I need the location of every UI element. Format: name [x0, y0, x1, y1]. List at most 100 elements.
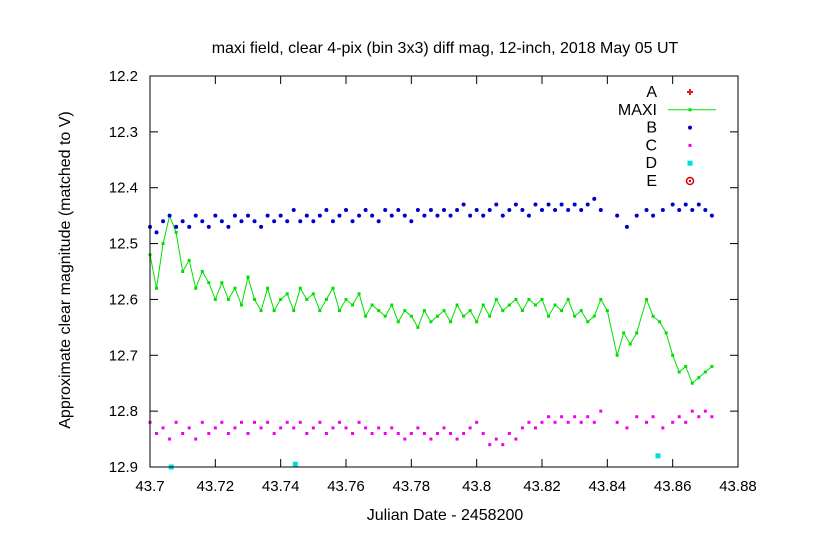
- series-b-point: [598, 208, 603, 213]
- series-c-point: [455, 437, 459, 441]
- y-tick-label: 12.2: [109, 68, 138, 85]
- legend-entry-b: B: [646, 120, 692, 137]
- legend-marker: [688, 125, 692, 130]
- series-b-point: [513, 202, 518, 207]
- series-b-point: [154, 230, 159, 235]
- legend-marker: [687, 160, 693, 166]
- series-c-point: [579, 420, 583, 424]
- series-maxi-point: [507, 303, 511, 307]
- series-c-point: [703, 409, 707, 413]
- series-c-point: [233, 426, 237, 430]
- series-d-point: [292, 461, 298, 467]
- x-tick-label: 43.86: [654, 478, 692, 495]
- series-maxi-point: [207, 281, 211, 285]
- series-b-point: [304, 213, 309, 218]
- legend-label: MAXI: [618, 102, 657, 119]
- series-maxi-point: [253, 297, 257, 301]
- series-c-point: [651, 415, 655, 419]
- series-b-point: [634, 213, 639, 218]
- series-b-point: [219, 219, 224, 224]
- series-b-point: [579, 208, 584, 213]
- series-b-point: [180, 219, 185, 224]
- series-b-point: [585, 202, 590, 207]
- series-c-point: [697, 415, 701, 419]
- series-maxi-point: [292, 309, 296, 313]
- series-b-point: [494, 202, 499, 207]
- series-b-point: [651, 213, 656, 218]
- legend-label: A: [646, 84, 657, 101]
- series-maxi-point: [351, 303, 355, 307]
- series-maxi-point: [501, 309, 505, 313]
- series-maxi-point: [305, 297, 309, 301]
- series-b-point: [696, 202, 701, 207]
- series-c-point: [266, 420, 270, 424]
- series-maxi-point: [547, 314, 551, 318]
- legend-label: D: [645, 155, 657, 172]
- series-maxi-point: [259, 309, 263, 313]
- series-maxi-point: [573, 314, 577, 318]
- x-tick-label: 43.7: [135, 478, 164, 495]
- series-maxi-point: [279, 297, 283, 301]
- series-b-point: [350, 219, 355, 224]
- series-b-point: [187, 224, 192, 229]
- series-maxi-point: [174, 230, 178, 234]
- series-maxi-point: [396, 320, 400, 324]
- series-b-point: [422, 213, 427, 218]
- series-c-point: [253, 420, 257, 424]
- series-c-point: [710, 415, 714, 419]
- series-b-point: [526, 213, 531, 218]
- series-c-point: [181, 431, 185, 435]
- series-maxi-point: [481, 303, 485, 307]
- series-maxi-point: [622, 331, 626, 335]
- series-b-point: [409, 219, 414, 224]
- series-maxi-point: [566, 297, 570, 301]
- series-maxi-point: [226, 297, 230, 301]
- series-maxi-point: [553, 303, 557, 307]
- series-maxi-point: [645, 297, 649, 301]
- series-c-point: [357, 420, 361, 424]
- series-c-point: [442, 426, 446, 430]
- series-c-point: [272, 431, 276, 435]
- legend-entry-a: A: [646, 84, 693, 101]
- plot-data: [148, 196, 714, 470]
- series-maxi-point: [703, 370, 707, 374]
- series-maxi-point: [677, 370, 681, 374]
- series-maxi-point: [311, 292, 315, 296]
- series-c-point: [324, 431, 328, 435]
- series-b-point: [442, 208, 446, 213]
- series-c-point: [635, 415, 639, 419]
- series-c-point: [279, 426, 283, 430]
- series-maxi-point: [599, 297, 603, 301]
- series-b-point: [402, 213, 407, 218]
- series-c-point: [462, 431, 466, 435]
- legend-entry-d: D: [645, 155, 693, 172]
- series-maxi-line: [149, 213, 713, 385]
- y-tick-label: 12.9: [109, 459, 138, 476]
- series-c-point: [259, 426, 263, 430]
- series-c-point: [540, 420, 544, 424]
- series-b-point: [363, 208, 368, 213]
- series-maxi-point: [409, 314, 413, 318]
- series-maxi-point: [422, 309, 426, 313]
- series-maxi-point: [540, 297, 544, 301]
- series-b-point: [690, 208, 695, 213]
- series-maxi-point: [194, 286, 198, 290]
- series-maxi-point: [155, 286, 159, 290]
- series-c-point: [494, 437, 498, 441]
- series-b-point: [615, 213, 620, 218]
- series-b-point: [206, 224, 211, 229]
- series-b-point: [200, 219, 205, 224]
- series-maxi-point: [285, 292, 289, 296]
- series-maxi-point: [462, 314, 466, 318]
- series-b-point: [703, 208, 708, 213]
- series-c-point: [311, 426, 315, 430]
- series-c-point: [331, 426, 335, 430]
- series-c-point: [246, 431, 250, 435]
- series-b-point: [337, 213, 342, 218]
- y-tick-label: 12.4: [109, 180, 138, 197]
- series-b-point: [520, 208, 525, 213]
- series-maxi-point: [266, 286, 270, 290]
- x-tick-label: 43.78: [393, 478, 431, 495]
- series-c-point: [507, 431, 511, 435]
